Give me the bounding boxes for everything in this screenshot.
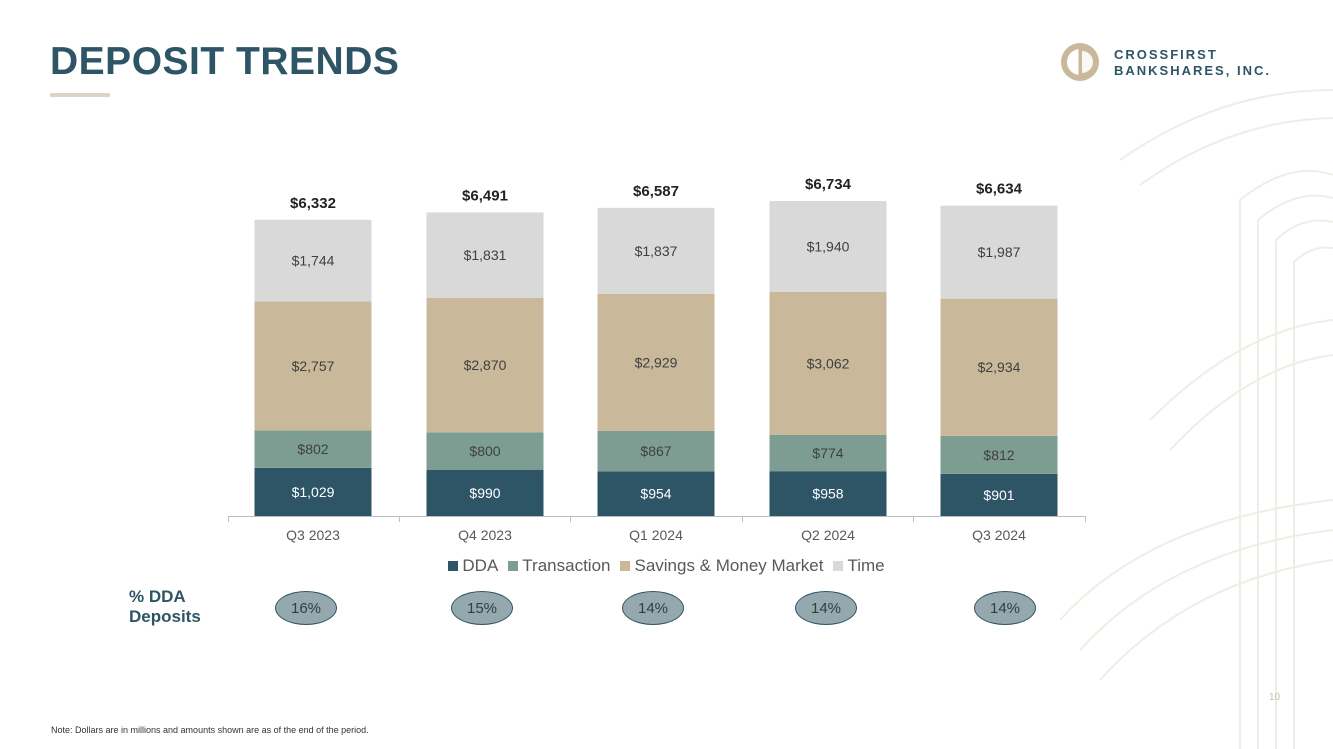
bar-value-label: $867 xyxy=(640,443,671,459)
bar-segment-dda xyxy=(597,471,715,516)
legend-label: DDA xyxy=(462,556,499,575)
logo-line-2: BANKSHARES, INC. xyxy=(1114,63,1271,78)
bar-value-label: $1,744 xyxy=(292,253,335,269)
dda-pct-label: % DDA Deposits xyxy=(129,587,201,627)
x-tick-label: Q3 2023 xyxy=(286,527,340,543)
legend-swatch xyxy=(508,561,519,571)
x-tick-label: Q3 2024 xyxy=(972,527,1026,543)
dda-pct-label-line-2: Deposits xyxy=(129,607,201,626)
bar-segment-dda xyxy=(254,467,372,516)
dda-pct-bubble: 14% xyxy=(974,591,1036,625)
bar-segment-time xyxy=(597,207,715,294)
bar-segment-savings-money-market xyxy=(940,298,1058,436)
legend-swatch xyxy=(833,561,844,571)
bar-segment-dda xyxy=(769,471,887,516)
bar-segment-savings-money-market xyxy=(769,291,887,435)
x-tick-label: Q4 2023 xyxy=(458,527,512,543)
bar-value-label: $1,987 xyxy=(978,244,1021,260)
bar-segment-transaction xyxy=(254,430,372,468)
bar-value-label: $1,837 xyxy=(635,243,678,259)
bar-segment-time xyxy=(426,212,544,299)
deposit-stacked-bar-chart: $1,029 $802 $2,757 $1,744 $6,332 Q3 2023 $990 $… xyxy=(228,176,1086,543)
bar-segment-savings-money-market xyxy=(597,293,715,431)
legend-item: Time xyxy=(833,556,885,576)
page-title: DEPOSIT TRENDS xyxy=(50,40,400,83)
legend-item: DDA xyxy=(448,556,498,576)
bar-segment-transaction xyxy=(769,434,887,472)
bar-value-label: $802 xyxy=(297,441,328,457)
legend-swatch xyxy=(448,561,459,571)
bar-value-label: $954 xyxy=(640,486,671,502)
footnote: Note: Dollars are in millions and amount… xyxy=(51,725,369,735)
x-tick-label: Q2 2024 xyxy=(801,527,855,543)
legend-item: Savings & Money Market xyxy=(620,556,823,576)
dda-pct-bubble: 14% xyxy=(622,591,684,625)
bar-value-label: $800 xyxy=(469,443,500,459)
bar-segment-savings-money-market xyxy=(254,301,372,431)
bar-total-label: $6,734 xyxy=(805,176,852,193)
dda-pct-bubble: 16% xyxy=(275,591,337,625)
dda-pct-bubble: 15% xyxy=(451,591,513,625)
bar-segment-savings-money-market xyxy=(426,298,544,433)
bar-value-label: $812 xyxy=(983,447,1014,463)
legend-label: Transaction xyxy=(522,556,611,575)
title-underline xyxy=(50,93,110,97)
legend-swatch xyxy=(620,561,631,571)
logo-line-1: CROSSFIRST xyxy=(1114,47,1218,62)
bar-value-label: $1,940 xyxy=(807,238,850,254)
bar-segment-transaction xyxy=(940,435,1058,474)
dda-pct-label-line-1: % DDA xyxy=(129,587,186,606)
bar-value-label: $2,757 xyxy=(292,358,335,374)
bar-value-label: $2,934 xyxy=(978,359,1021,375)
bar-value-label: $2,870 xyxy=(464,357,507,373)
bar-segment-transaction xyxy=(597,430,715,472)
legend-label: Savings & Money Market xyxy=(634,556,824,575)
bar-segment-transaction xyxy=(426,432,544,470)
legend-label: Time xyxy=(847,556,885,575)
bar-value-label: $774 xyxy=(812,445,843,461)
x-tick-label: Q1 2024 xyxy=(629,527,683,543)
bar-total-label: $6,634 xyxy=(976,181,1023,198)
bar-value-label: $1,831 xyxy=(464,247,507,263)
bar-segment-dda xyxy=(940,473,1058,516)
dda-pct-bubble: 14% xyxy=(795,591,857,625)
bar-value-label: $1,029 xyxy=(292,484,335,500)
bar-segment-time xyxy=(254,219,372,302)
bar-value-label: $990 xyxy=(469,485,500,501)
legend-item: Transaction xyxy=(508,556,610,576)
bar-value-label: $958 xyxy=(812,486,843,502)
bar-total-label: $6,332 xyxy=(290,195,336,212)
bar-total-label: $6,491 xyxy=(462,187,508,204)
bar-value-label: $901 xyxy=(983,487,1014,503)
page-number: 10 xyxy=(1269,692,1281,703)
bar-value-label: $2,929 xyxy=(635,354,678,370)
bar-value-label: $3,062 xyxy=(807,355,850,371)
bar-total-label: $6,587 xyxy=(633,183,679,200)
logo-text: CROSSFIRST BANKSHARES, INC. xyxy=(1114,47,1271,79)
bar-segment-time xyxy=(769,201,887,292)
chart-legend: DDA Transaction Savings & Money Market Time xyxy=(0,556,1333,576)
crossfirst-logo-icon xyxy=(1061,43,1099,81)
bar-segment-time xyxy=(940,205,1058,299)
bar-segment-dda xyxy=(426,469,544,516)
